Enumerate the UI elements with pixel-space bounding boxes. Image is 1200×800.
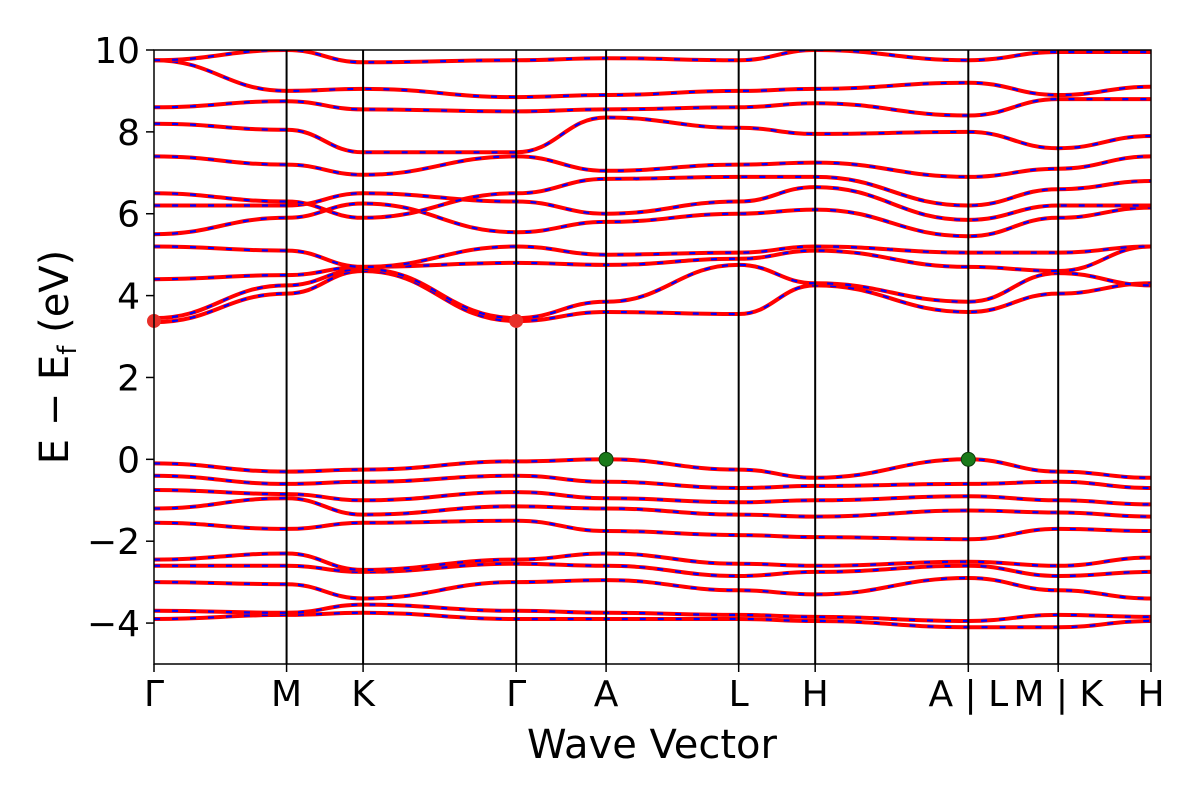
band-3-spin-down <box>154 562 1151 578</box>
y-axis-label: E − Ef (eV) <box>32 250 83 465</box>
vbm-marker-1 <box>960 451 976 467</box>
y-tick-label: −4 <box>87 604 140 645</box>
band-8-spin-down <box>154 474 1151 490</box>
band-15-spin-up <box>154 185 1151 222</box>
y-tick-label: 4 <box>117 277 140 318</box>
band-7-spin-down <box>154 488 1151 506</box>
x-tick-label: K <box>351 674 376 715</box>
plot-frame <box>153 49 1152 665</box>
y-tick-label: −2 <box>87 522 140 563</box>
cbm-marker-1 <box>509 313 524 328</box>
band-1-spin-down <box>154 603 1151 623</box>
band-20-spin-down <box>154 59 1151 99</box>
band-21-spin-down <box>154 50 1151 64</box>
y-tick-label: 10 <box>94 31 140 72</box>
vbm-marker-0 <box>598 451 614 467</box>
band-18-spin-up <box>154 115 1151 155</box>
y-tick-label: 2 <box>117 358 140 399</box>
x-tick-label: M <box>271 674 302 715</box>
x-tick-label: H <box>1137 674 1164 715</box>
plot-background <box>154 50 1151 664</box>
x-tick-label: M | K <box>1013 674 1104 715</box>
band-17-spin-down <box>154 155 1151 179</box>
band-0-spin-down <box>154 611 1151 629</box>
y-axis-label-tail: (eV) <box>32 250 78 346</box>
band-extrema-markers <box>147 313 976 467</box>
band-5-spin-down <box>154 519 1151 541</box>
band-6-spin-down <box>154 497 1151 518</box>
y-axis-label-main: E − E <box>32 355 78 465</box>
y-axis: −4 −2 0 2 4 6 8 10 <box>87 31 154 645</box>
x-tick-label: Γ <box>506 674 526 715</box>
band-19-spin-down <box>154 97 1151 117</box>
band-9-spin-up <box>154 457 1151 480</box>
band-2-spin-down <box>154 576 1151 600</box>
x-tick-label: Γ <box>144 674 164 715</box>
band-12-spin-up <box>154 244 1151 282</box>
band-4-spin-down <box>154 552 1151 572</box>
x-tick-label: A | L <box>928 674 1008 715</box>
band-13-spin-down <box>154 245 1151 269</box>
y-axis-label-subscript: f <box>53 345 83 355</box>
band-16-spin-up <box>154 174 1151 220</box>
y-tick-label: 6 <box>117 195 140 236</box>
x-tick-label: A <box>594 674 619 715</box>
high-symmetry-lines <box>285 50 1060 664</box>
band-11-spin-down <box>154 263 1151 320</box>
y-tick-label: 0 <box>117 440 140 481</box>
band-10-spin-down <box>154 269 1151 324</box>
x-axis-label: Wave Vector <box>527 722 778 768</box>
x-tick-label: L <box>729 674 749 715</box>
y-tick-label: 8 <box>117 113 140 154</box>
x-tick-label: H <box>802 674 829 715</box>
bands-layer <box>154 50 1151 630</box>
